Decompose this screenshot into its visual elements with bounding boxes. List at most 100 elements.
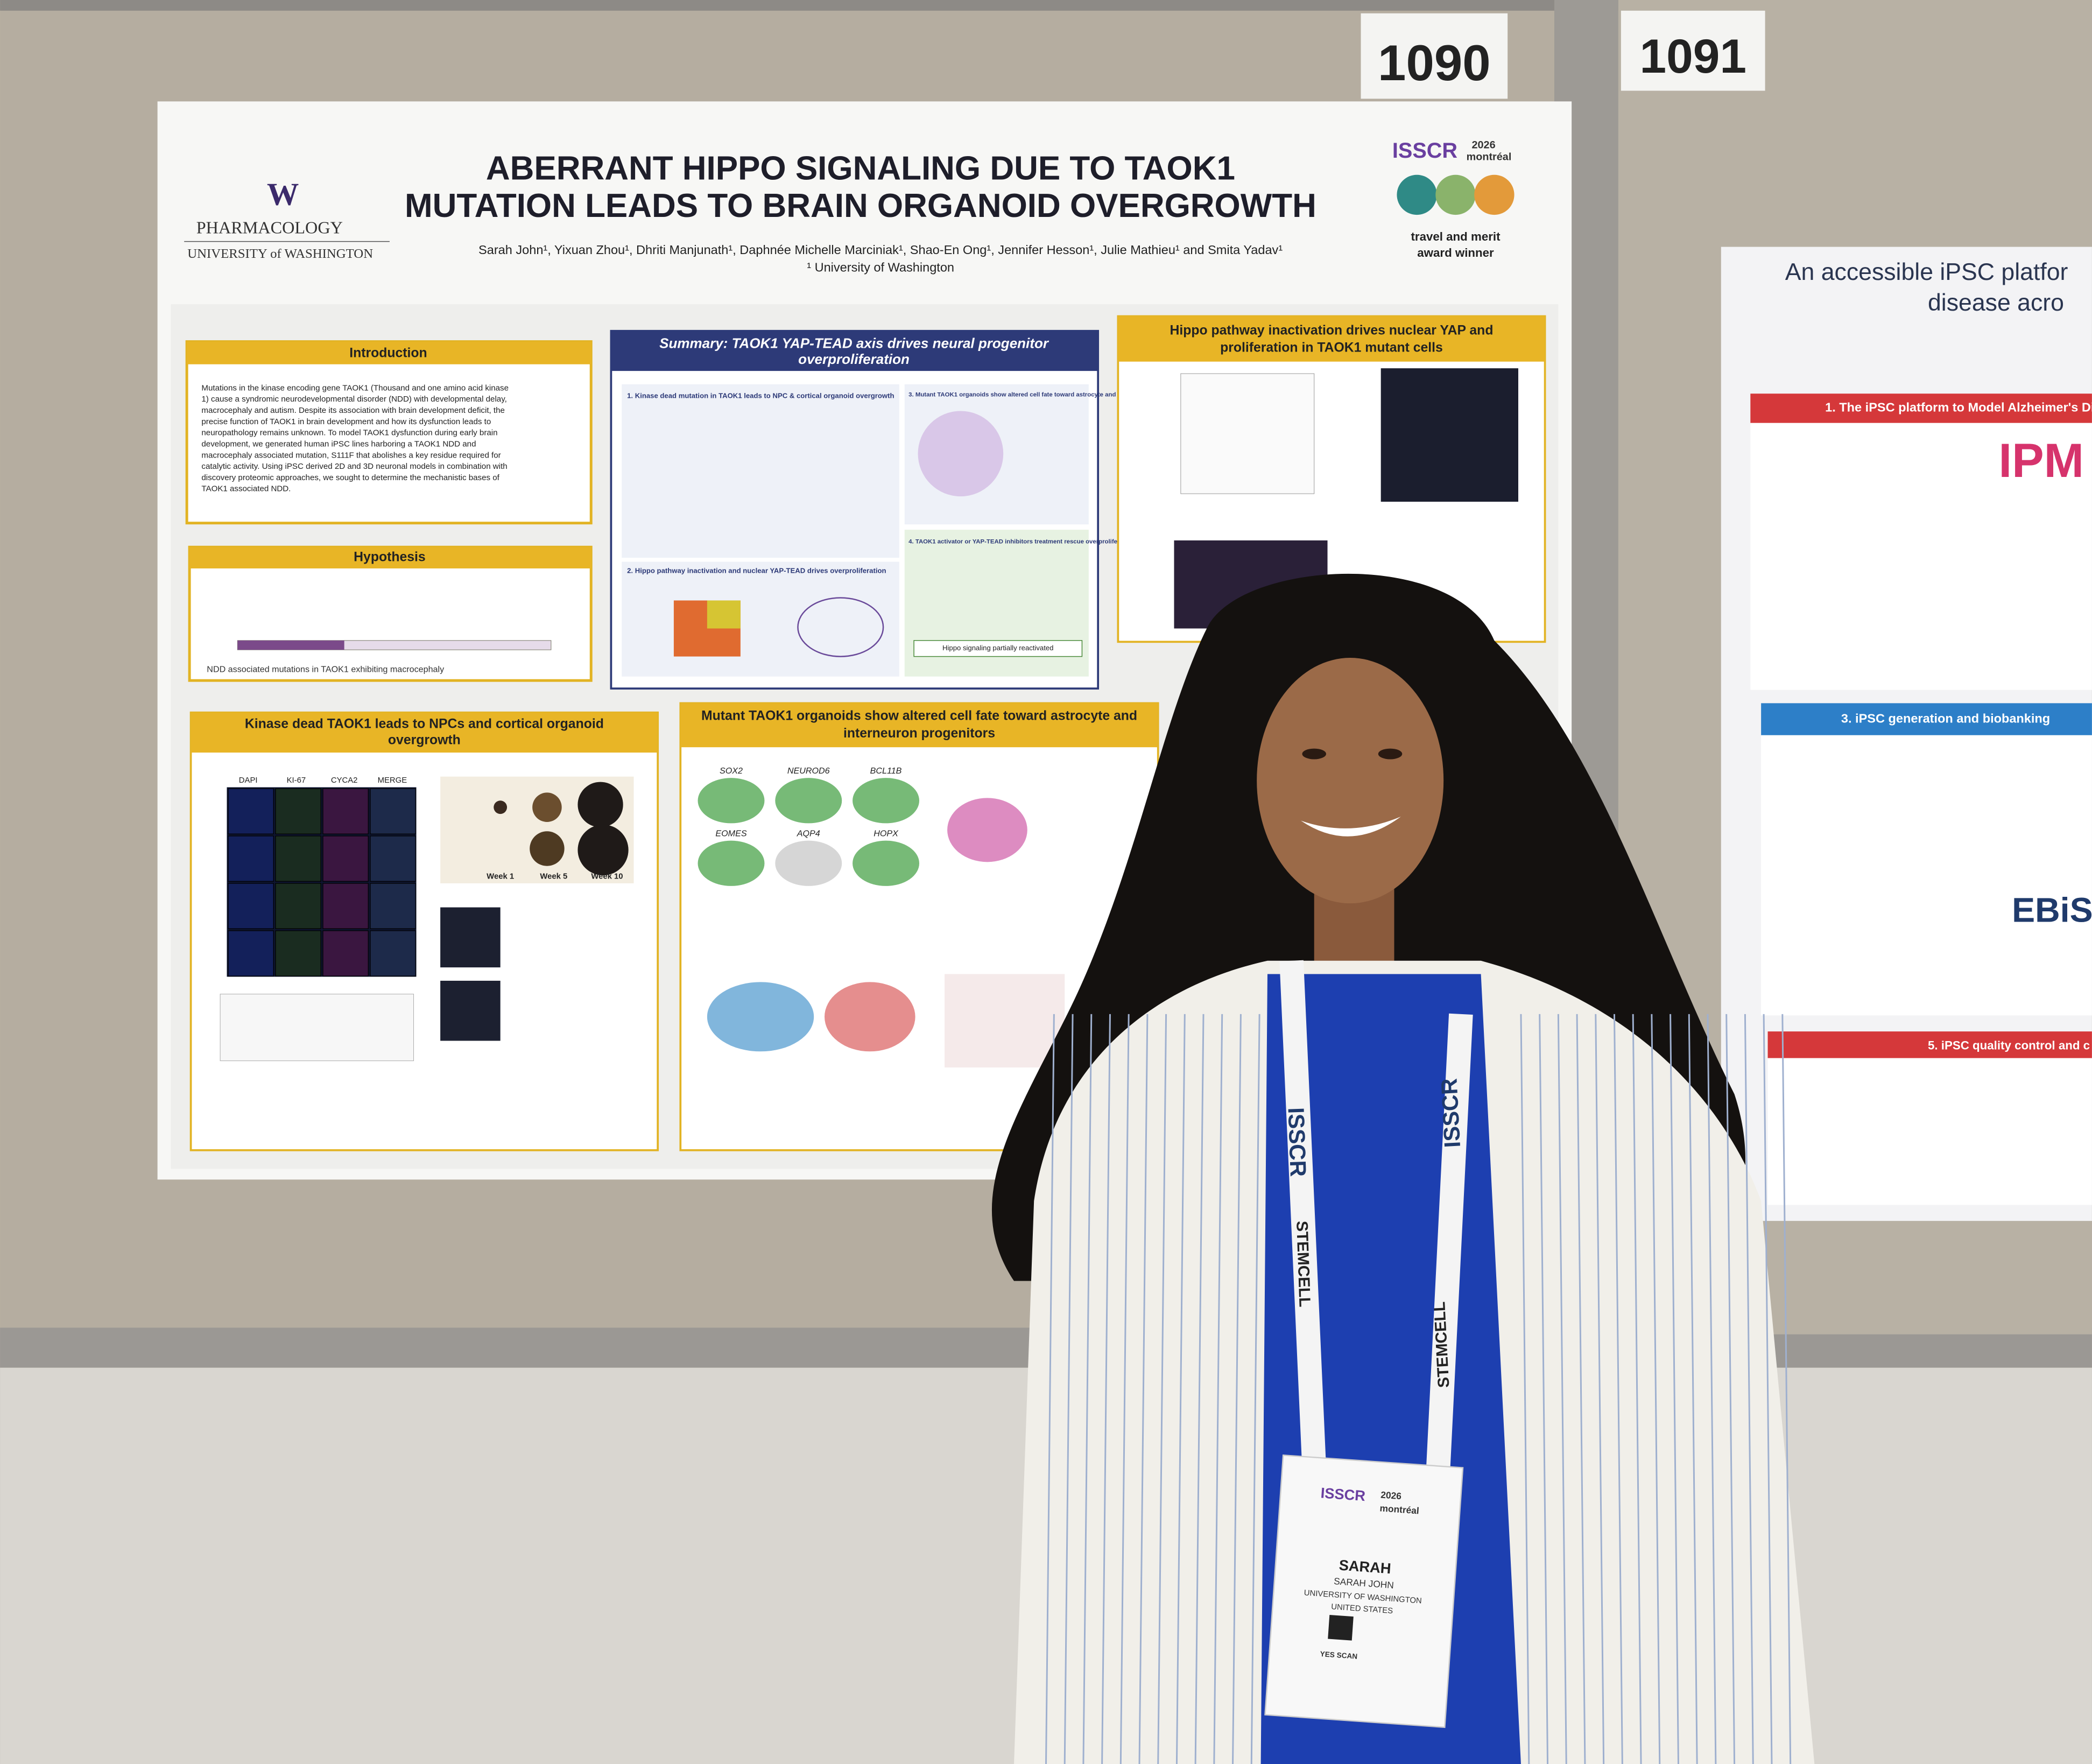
side-section: 5. iPSC quality control and c — [1928, 1038, 2090, 1052]
week-label: Week 1 — [487, 873, 514, 881]
badge-scan: YES SCAN — [1320, 1650, 1358, 1661]
organoid — [577, 824, 629, 876]
panel-labels: DAPI KI-67 CYCA2 MERGE — [228, 776, 416, 976]
microscopy — [440, 907, 501, 968]
grid-cell — [322, 930, 369, 976]
summary-step: 1. Kinase dead mutation in TAOK1 leads t… — [627, 392, 894, 400]
grid-cell — [322, 883, 369, 929]
umap-blob — [775, 840, 842, 886]
side-section-body — [1750, 423, 2092, 690]
umap-markers: SOX2 NEUROD6 BCL11B EOMES AQP4 HOPX — [698, 766, 920, 886]
grid-cell — [275, 835, 321, 882]
section-heading: interneuron progenitors — [843, 726, 995, 741]
section-header — [611, 331, 1098, 371]
authors: Sarah John¹, Yixuan Zhou¹, Dhriti Manjun… — [478, 243, 1283, 257]
side-section-header — [1750, 393, 2092, 423]
stripe — [1632, 1014, 1642, 1764]
side-brand: IPM — [1998, 433, 2084, 487]
lanyard — [1279, 960, 1327, 1468]
section-header — [680, 703, 1158, 748]
stripe — [1744, 1014, 1754, 1764]
smile — [1300, 817, 1401, 837]
section-heading: Summary: TAOK1 YAP-TEAD axis drives neur… — [659, 335, 1049, 351]
summary-footer-box — [913, 640, 1083, 657]
microscopy — [440, 980, 501, 1041]
department: PHARMACOLOGY — [196, 218, 343, 237]
stripe — [1045, 1014, 1055, 1764]
stripe — [1063, 1014, 1074, 1764]
booth-card — [1621, 10, 1765, 91]
section-heading: proliferation in TAOK1 mutant cells — [1220, 341, 1443, 355]
section-heading: overproliferation — [798, 351, 910, 367]
stripe — [1688, 1014, 1698, 1764]
university: UNIVERSITY of WASHINGTON — [187, 247, 373, 261]
grid-cell — [370, 788, 416, 834]
badge-year: 2026 — [1380, 1489, 1402, 1502]
logo-circle — [1474, 174, 1515, 215]
side-poster: An accessible iPSC platfor disease acro … — [1721, 247, 2092, 1221]
award: award winner — [1417, 246, 1494, 259]
badge-card — [1264, 1454, 1464, 1728]
stripe — [1119, 1014, 1130, 1764]
grid-cell — [228, 930, 274, 976]
logo-circle — [1435, 174, 1476, 215]
stripe — [1576, 1014, 1586, 1764]
stripe — [1194, 1014, 1205, 1764]
affiliation: ¹ University of Washington — [807, 260, 954, 274]
organoid — [530, 831, 565, 866]
stripe — [1557, 1014, 1567, 1764]
microscopy — [1380, 368, 1519, 502]
intro-line: development, we generated human iPSC lin… — [201, 439, 476, 448]
side-biobank: EBiSC — [2012, 891, 2092, 930]
organoid — [577, 782, 623, 827]
poster-title: MUTATION LEADS TO BRAIN ORGANOID OVERGRO… — [405, 187, 1316, 224]
summary-panel — [622, 561, 899, 677]
section-header — [189, 547, 591, 568]
section-heading: Hypothesis — [354, 550, 426, 565]
summary-step: 4. TAOK1 activator or YAP-TEAD inhibitor… — [908, 538, 1159, 545]
stripe — [1213, 1014, 1223, 1764]
umap-blob — [775, 778, 842, 824]
badge: ISSCR 2026 montréal SARAH SARAH JOHN UNI… — [1264, 1454, 1464, 1728]
stripe — [1232, 1014, 1242, 1764]
umap-blob — [853, 840, 920, 886]
week-label: Week 5 — [540, 873, 567, 881]
grid-cell — [370, 883, 416, 929]
lanyard-text: ISSCR — [1436, 1078, 1465, 1148]
stripe — [1595, 1014, 1605, 1764]
umap-blob — [853, 778, 920, 824]
lanyard — [1426, 1013, 1473, 1468]
section-heading: Introduction — [349, 346, 427, 360]
side-section-header — [1761, 703, 2092, 735]
grid-cell — [228, 835, 274, 882]
lanyard-text: ISSCR — [1283, 1107, 1311, 1177]
umap — [707, 982, 814, 1052]
kinase-domain — [237, 640, 344, 650]
section-box — [188, 545, 593, 682]
panel-label: KI-67 — [287, 776, 306, 785]
umap-diagram — [918, 411, 1004, 497]
umap-blob — [698, 778, 765, 824]
week-labels: Week 1 Week 5 Week 10 — [487, 873, 623, 881]
stripe — [1082, 1014, 1093, 1764]
stripe — [1175, 1014, 1186, 1764]
heatmap — [707, 600, 741, 629]
umap-blob — [698, 840, 765, 886]
intro-line: precise function of TAOK1 in brain devel… — [201, 417, 491, 426]
organoid — [494, 800, 508, 814]
lanyard-sponsor: STEMCELL — [1293, 1220, 1314, 1307]
section-heading: Mutant TAOK1 organoids show altered cell… — [701, 709, 1137, 723]
grid-cell — [228, 883, 274, 929]
section-heading: Kinase dead TAOK1 leads to NPCs and cort… — [245, 717, 604, 732]
badge-country: UNITED STATES — [1331, 1603, 1393, 1615]
section-heading: overgrowth — [388, 733, 461, 747]
badge-first-name: SARAH — [1339, 1557, 1392, 1577]
stripe — [1539, 1014, 1549, 1764]
eye — [1378, 748, 1403, 760]
blazer-stripes — [1045, 1014, 1792, 1764]
bar-plot — [945, 974, 1065, 1068]
stripe — [1157, 1014, 1167, 1764]
eye — [1302, 748, 1327, 760]
